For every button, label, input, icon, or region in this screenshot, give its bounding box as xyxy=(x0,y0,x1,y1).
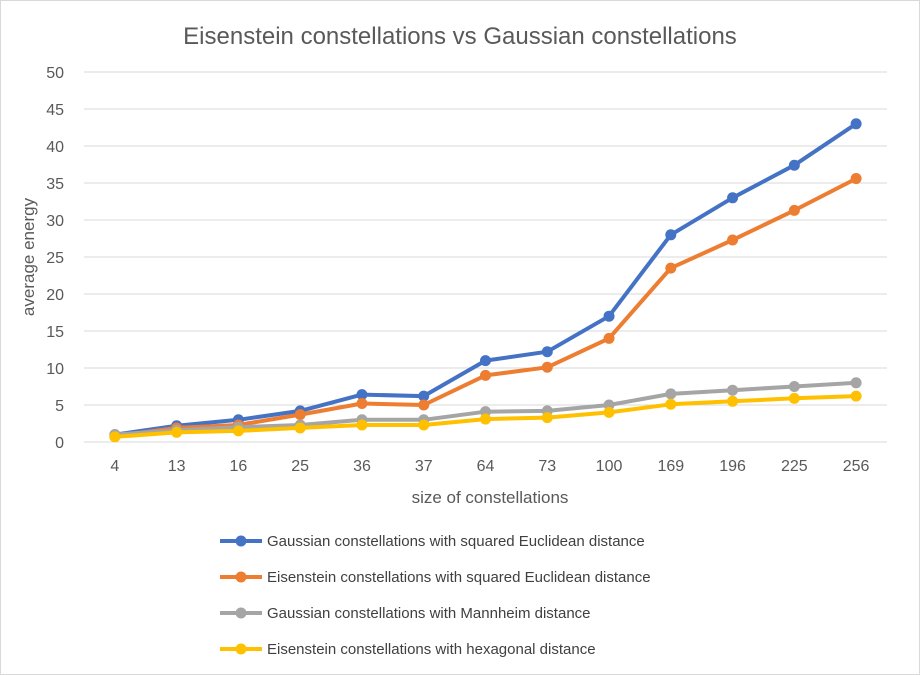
x-tick-label: 256 xyxy=(843,458,870,475)
data-point xyxy=(418,419,430,431)
data-point xyxy=(850,118,862,130)
legend-item: Eisenstein constellations with hexagonal… xyxy=(220,641,596,658)
x-tick-label: 25 xyxy=(291,458,309,475)
data-point xyxy=(727,234,739,246)
x-tick-label: 100 xyxy=(596,458,623,475)
data-point xyxy=(356,389,368,401)
data-point xyxy=(232,425,244,437)
x-tick-label: 225 xyxy=(781,458,808,475)
data-point xyxy=(788,392,800,404)
x-axis-ticks: 4 13 16 25 36 37 64 73 100 169 196 225 256 xyxy=(110,458,869,475)
data-point xyxy=(541,412,553,424)
data-point xyxy=(356,419,368,431)
y-tick-label: 25 xyxy=(46,250,64,267)
data-point xyxy=(480,355,491,367)
data-point xyxy=(727,395,739,407)
x-tick-label: 36 xyxy=(353,458,371,475)
series-1 xyxy=(109,118,862,441)
data-point xyxy=(294,422,306,434)
y-axis-title: average energy xyxy=(19,197,38,316)
data-point xyxy=(541,361,553,373)
data-point xyxy=(541,346,553,358)
y-tick-label: 30 xyxy=(46,213,64,230)
chart-title: Eisenstein constellations vs Gaussian co… xyxy=(183,23,737,50)
data-point xyxy=(788,159,800,171)
data-point xyxy=(294,409,306,421)
data-point xyxy=(418,399,430,411)
legend-swatch-marker xyxy=(235,643,247,655)
data-point xyxy=(356,398,368,410)
data-point xyxy=(480,369,491,381)
y-tick-label: 50 xyxy=(46,65,64,82)
legend-swatch-marker xyxy=(235,571,247,583)
y-tick-label: 15 xyxy=(46,324,64,341)
y-tick-label: 10 xyxy=(46,361,64,378)
data-point xyxy=(665,229,677,241)
y-tick-label: 35 xyxy=(46,176,64,193)
y-tick-label: 5 xyxy=(55,398,64,415)
legend: Gaussian constellations with squared Euc… xyxy=(220,533,651,658)
legend-label: Gaussian constellations with squared Euc… xyxy=(267,533,645,550)
x-tick-label: 169 xyxy=(657,458,684,475)
data-point xyxy=(665,398,677,410)
legend-label: Gaussian constellations with Mannheim di… xyxy=(267,605,591,622)
data-point xyxy=(788,381,800,392)
y-tick-label: 20 xyxy=(46,287,64,304)
data-point xyxy=(480,413,491,425)
data-point xyxy=(171,426,183,438)
data-point xyxy=(850,390,862,402)
data-point xyxy=(727,192,739,204)
x-tick-label: 37 xyxy=(415,458,433,475)
x-tick-label: 16 xyxy=(230,458,248,475)
legend-swatch-marker xyxy=(235,607,247,619)
x-tick-label: 64 xyxy=(477,458,495,475)
data-point xyxy=(665,262,677,274)
data-point xyxy=(850,377,862,389)
data-point xyxy=(603,310,615,322)
x-tick-label: 4 xyxy=(110,458,119,475)
legend-label: Eisenstein constellations with hexagonal… xyxy=(267,641,596,658)
x-tick-label: 13 xyxy=(168,458,186,475)
data-point xyxy=(727,384,739,396)
y-axis-ticks: 0 5 10 15 20 25 30 35 40 45 50 xyxy=(46,65,64,452)
data-point xyxy=(788,204,800,216)
y-tick-label: 0 xyxy=(55,435,64,452)
data-point xyxy=(109,431,121,443)
x-tick-label: 73 xyxy=(538,458,556,475)
y-tick-label: 45 xyxy=(46,102,64,119)
data-point xyxy=(850,173,862,185)
gridlines xyxy=(84,71,887,443)
legend-item: Gaussian constellations with Mannheim di… xyxy=(220,605,591,622)
legend-item: Gaussian constellations with squared Euc… xyxy=(220,533,645,550)
data-point xyxy=(665,388,677,400)
series-lines xyxy=(109,118,862,443)
data-point xyxy=(418,390,430,402)
legend-swatch-marker xyxy=(235,535,247,547)
legend-label: Eisenstein constellations with squared E… xyxy=(267,569,651,586)
data-point xyxy=(603,332,615,344)
series-line xyxy=(112,176,859,439)
data-point xyxy=(603,406,615,418)
y-tick-label: 40 xyxy=(46,139,64,156)
series-4 xyxy=(109,390,862,443)
legend-item: Eisenstein constellations with squared E… xyxy=(220,569,651,586)
x-axis-title: size of constellations xyxy=(412,488,569,507)
x-tick-label: 196 xyxy=(719,458,746,475)
